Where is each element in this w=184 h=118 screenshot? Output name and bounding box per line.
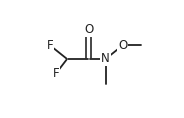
- Text: F: F: [47, 39, 53, 52]
- Text: F: F: [52, 67, 59, 80]
- Text: O: O: [84, 23, 93, 36]
- Text: N: N: [101, 53, 110, 65]
- Text: O: O: [118, 39, 127, 52]
